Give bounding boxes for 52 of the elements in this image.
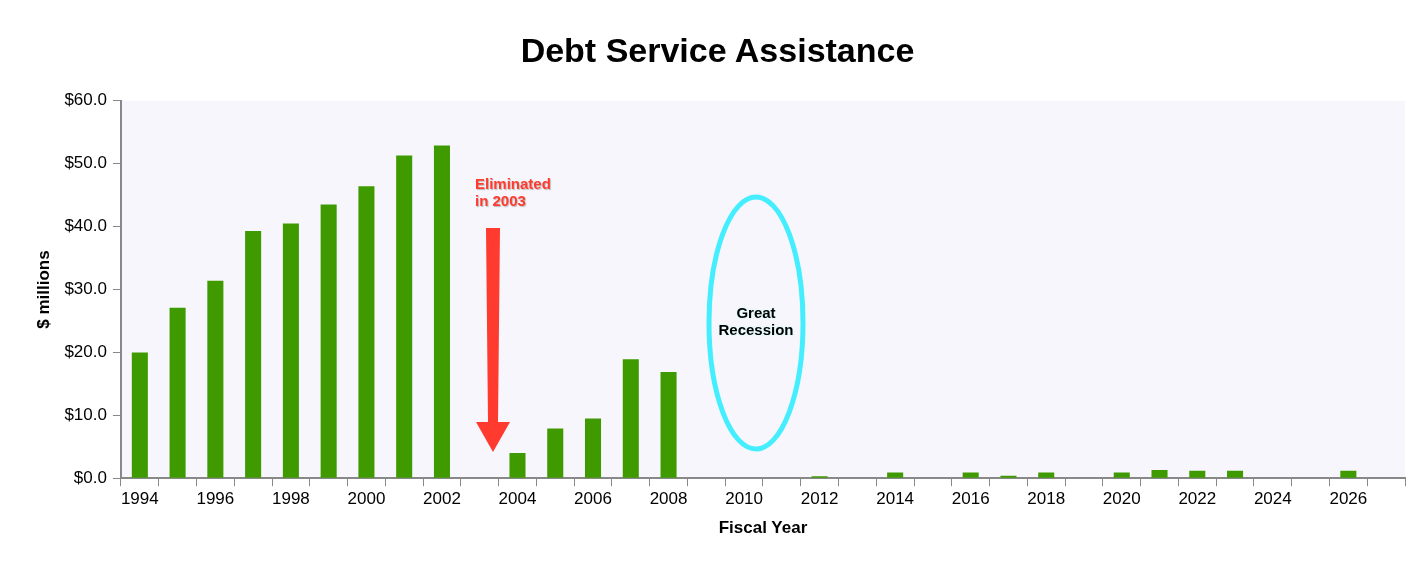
bar — [1113, 472, 1130, 478]
x-tick-label: 2000 — [347, 489, 386, 509]
y-axis-title: $ millions — [33, 250, 53, 329]
bar — [585, 418, 602, 478]
x-tick-label: 1996 — [196, 489, 235, 509]
bar — [1340, 470, 1357, 478]
bar — [1000, 475, 1017, 478]
y-tick-label: $40.0 — [64, 216, 107, 236]
x-tick-label: 1994 — [120, 489, 159, 509]
bar — [622, 359, 639, 478]
bar — [245, 231, 262, 478]
chart-title: Debt Service Assistance — [520, 30, 915, 69]
bar — [433, 145, 450, 478]
x-tick-label: 2022 — [1178, 489, 1217, 509]
bar — [660, 371, 677, 478]
y-tick-label: $50.0 — [64, 153, 107, 173]
y-tick-label: $30.0 — [64, 279, 107, 299]
bar — [358, 186, 375, 478]
y-tick-label: $10.0 — [64, 404, 107, 424]
x-tick-label: 2010 — [725, 489, 763, 509]
bar — [396, 155, 413, 478]
bar — [962, 472, 979, 478]
x-tick-label: 2018 — [1027, 489, 1066, 509]
bar — [547, 428, 564, 478]
bar — [169, 307, 186, 478]
bar — [509, 453, 526, 478]
bar — [1151, 470, 1168, 478]
bar — [320, 204, 337, 478]
x-tick-label: 2024 — [1253, 489, 1292, 509]
bar — [207, 280, 224, 478]
x-tick-label: 2002 — [423, 489, 461, 509]
x-tick-label: 1998 — [271, 489, 310, 509]
x-tick-label: 2026 — [1329, 489, 1368, 509]
bar — [1227, 470, 1244, 478]
bar — [1038, 472, 1055, 478]
x-tick-label: 2008 — [649, 489, 688, 509]
annotation: Great Recession — [717, 304, 795, 338]
bar — [131, 352, 148, 478]
y-tick-label: $20.0 — [64, 342, 107, 362]
bar — [1189, 470, 1206, 478]
y-tick-label: $0.0 — [73, 467, 107, 487]
x-tick-label: 2014 — [876, 489, 915, 509]
x-tick-label: 2016 — [951, 489, 990, 509]
x-tick-label: 2012 — [800, 489, 839, 509]
x-axis-title: Fiscal Year — [718, 518, 808, 538]
x-tick-label: 2004 — [498, 489, 537, 509]
bar — [887, 472, 904, 478]
annotation: Eliminated in 2003 — [475, 175, 552, 209]
bar — [282, 223, 299, 478]
x-tick-label: 2006 — [574, 489, 612, 509]
x-tick-label: 2020 — [1102, 489, 1141, 509]
y-tick-label: $60.0 — [64, 90, 107, 110]
